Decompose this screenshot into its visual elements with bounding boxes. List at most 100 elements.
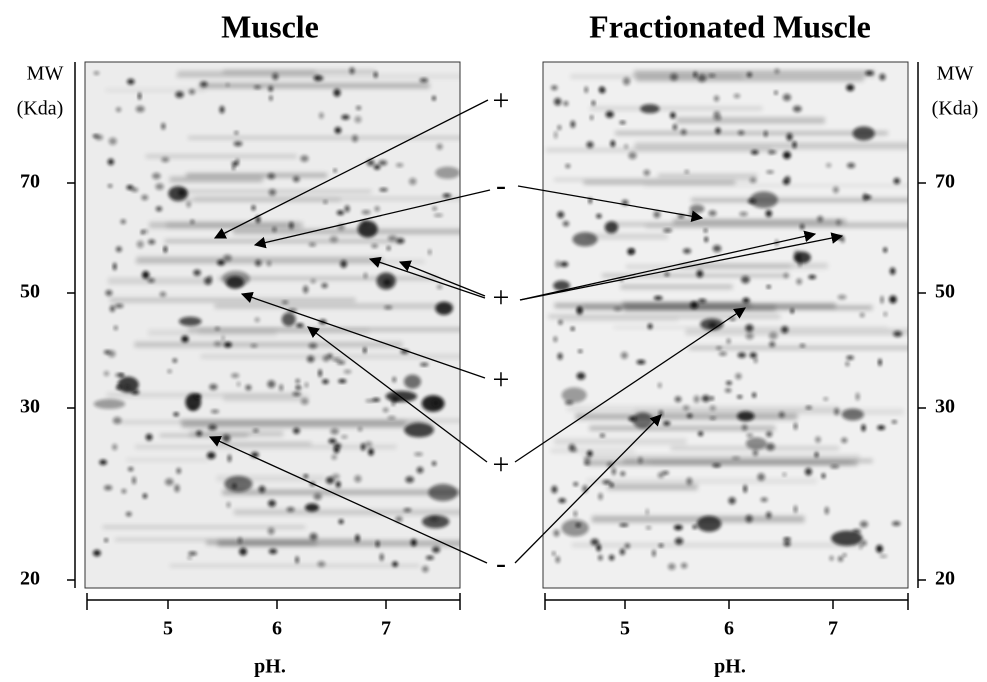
gel-spot bbox=[737, 130, 745, 136]
gel-spot bbox=[749, 352, 757, 359]
gel-spot bbox=[698, 431, 704, 437]
gel-spot bbox=[746, 72, 752, 78]
gel-spot bbox=[428, 483, 458, 502]
gel-spot bbox=[808, 274, 817, 279]
gel-spot bbox=[783, 273, 789, 279]
arrow bbox=[240, 291, 486, 379]
gel-spot bbox=[379, 553, 384, 561]
gel-streak bbox=[134, 341, 403, 348]
gel-spot bbox=[572, 448, 578, 453]
gel-spot bbox=[750, 150, 759, 155]
gel-spot bbox=[726, 381, 732, 385]
gel-spot bbox=[331, 473, 340, 480]
gel-spot bbox=[737, 411, 755, 422]
gel-spot bbox=[561, 387, 587, 403]
gel-spot bbox=[713, 95, 720, 102]
gel-spot bbox=[396, 238, 405, 244]
gel-spot bbox=[317, 560, 326, 568]
gel-spot bbox=[354, 475, 362, 483]
gel-spot bbox=[598, 554, 603, 561]
gel-spot bbox=[109, 305, 115, 312]
gel-spot bbox=[119, 373, 125, 377]
gel-spot bbox=[674, 537, 684, 545]
arrow bbox=[307, 326, 488, 463]
gel-spot bbox=[553, 336, 558, 343]
gel-spot bbox=[300, 398, 309, 405]
gel-spot bbox=[766, 170, 774, 174]
gel-spot bbox=[363, 272, 368, 279]
gel-streak bbox=[188, 136, 460, 139]
gel-spot bbox=[558, 319, 563, 325]
gel-spot bbox=[557, 125, 562, 130]
gel-spot bbox=[673, 524, 683, 531]
gel-spot bbox=[766, 442, 775, 451]
gel-spot bbox=[155, 206, 163, 212]
gel-spot bbox=[209, 383, 218, 391]
gel-spot bbox=[596, 544, 601, 552]
gel-spot bbox=[735, 373, 742, 380]
gel-spot bbox=[414, 452, 423, 456]
gel-spot bbox=[404, 422, 434, 438]
gel-spot bbox=[355, 534, 360, 543]
gel-spot bbox=[700, 318, 724, 331]
gel-spot bbox=[583, 457, 591, 461]
gel-spot bbox=[126, 185, 134, 190]
gel-spot bbox=[376, 272, 396, 290]
gel-spot bbox=[609, 554, 615, 561]
gel-streak bbox=[583, 454, 860, 459]
gel-spot bbox=[796, 278, 802, 285]
gel-spot bbox=[196, 430, 203, 437]
gel-spot bbox=[652, 549, 656, 557]
gel-spot bbox=[741, 276, 750, 284]
gel-spot bbox=[147, 278, 155, 283]
gel-spot bbox=[578, 349, 583, 353]
gel-spot bbox=[745, 332, 754, 340]
gel-streak bbox=[214, 303, 454, 309]
gel-spot bbox=[436, 284, 443, 289]
gel-spot bbox=[433, 213, 443, 217]
gel-spot bbox=[746, 433, 754, 438]
gel-spot bbox=[223, 341, 232, 348]
gel-spot bbox=[712, 463, 721, 468]
gel-spot bbox=[386, 246, 391, 251]
gel-spot bbox=[837, 294, 847, 300]
gel-spot bbox=[693, 71, 697, 78]
gel-spot bbox=[690, 301, 699, 309]
gel-spot bbox=[610, 140, 616, 147]
gel-spot bbox=[668, 563, 676, 571]
gel-spot bbox=[428, 249, 432, 255]
gel-spot bbox=[219, 105, 225, 114]
gel-spot bbox=[632, 412, 653, 429]
gel-streak bbox=[643, 183, 908, 187]
gel-spot bbox=[387, 235, 397, 242]
gel-spot bbox=[696, 515, 722, 532]
gel-spot bbox=[432, 546, 441, 553]
gel-spot bbox=[94, 134, 104, 141]
gel-spot bbox=[108, 184, 113, 188]
gel-streak bbox=[135, 444, 397, 449]
gel-spot bbox=[663, 228, 673, 233]
gel-streak bbox=[177, 70, 316, 77]
gel-spot bbox=[335, 481, 341, 488]
gel-spot bbox=[304, 503, 320, 512]
gel-spot bbox=[193, 269, 201, 276]
gel-spot bbox=[442, 193, 451, 198]
gel-spot bbox=[421, 565, 429, 573]
y-tick-label: 50 bbox=[935, 281, 955, 303]
gel-spot bbox=[619, 523, 629, 527]
annotation-sign: + bbox=[493, 84, 510, 117]
gel-spot bbox=[112, 416, 122, 425]
gel-spot bbox=[769, 341, 776, 347]
gel-spot bbox=[766, 511, 772, 519]
gel-spot bbox=[421, 515, 450, 529]
gel-spot bbox=[731, 456, 741, 460]
gel-spot bbox=[658, 543, 664, 548]
gel-spot bbox=[161, 122, 166, 130]
gel-spot bbox=[103, 370, 110, 377]
gel-spot bbox=[267, 527, 275, 535]
gel-spot bbox=[217, 259, 225, 266]
gel-spot bbox=[131, 187, 139, 192]
gel-spot bbox=[341, 114, 350, 120]
gel-streak bbox=[114, 538, 357, 542]
gel-spot bbox=[163, 246, 167, 253]
